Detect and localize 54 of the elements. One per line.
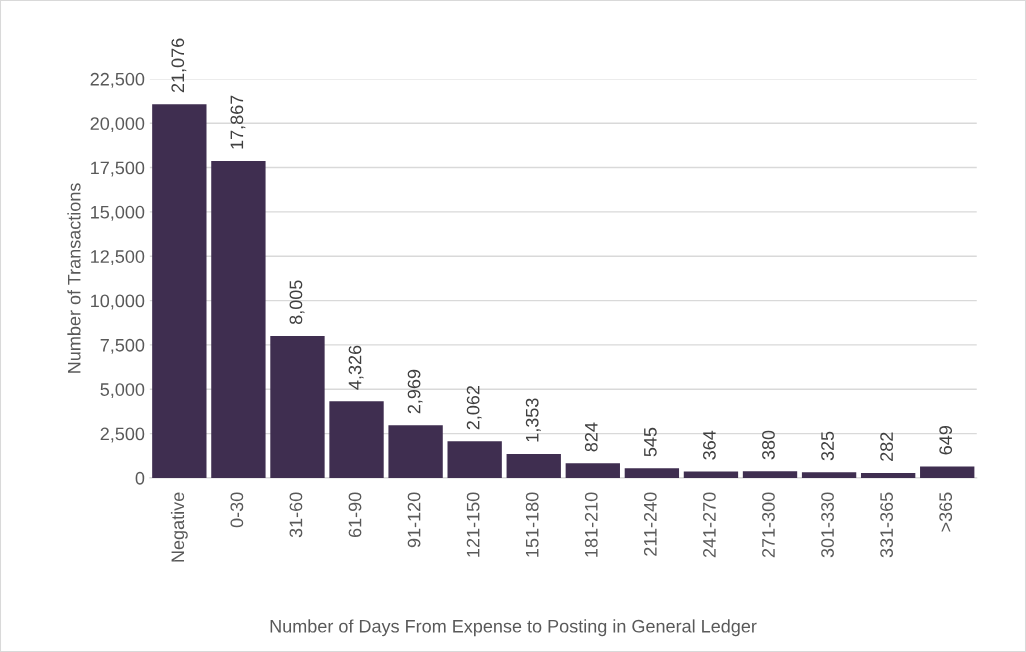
bar — [683, 471, 739, 478]
y-axis-title: Number of Transactions — [67, 183, 81, 373]
x-tick-label: 151-180 — [525, 492, 539, 557]
bar — [270, 335, 325, 478]
x-tick-label: 271-300 — [762, 492, 775, 558]
x-tick-label: 61-90 — [348, 492, 362, 538]
y-tick-label: 10,000 — [91, 294, 145, 310]
bar — [506, 453, 561, 478]
data-label: 2,062 — [466, 385, 482, 430]
bar — [565, 463, 620, 478]
x-axis-title: Number of Days From Expense to Posting in General Ledger — [270, 619, 757, 637]
x-tick-label: 91-120 — [407, 492, 421, 548]
y-tick-label: 22,500 — [90, 72, 145, 88]
data-label: 380 — [762, 430, 775, 460]
x-tick-label: 211-240 — [643, 492, 657, 556]
data-label: 325 — [821, 431, 834, 461]
y-tick-label: 0 — [135, 471, 145, 485]
data-label: 649 — [939, 426, 953, 455]
bar — [388, 425, 443, 478]
data-label: 364 — [703, 430, 716, 460]
data-label: 17,867 — [230, 95, 246, 149]
x-tick-label: >365 — [939, 492, 953, 532]
data-label: 824 — [584, 422, 598, 452]
bar — [211, 161, 266, 478]
data-label: 4,326 — [348, 345, 364, 390]
x-tick-label: 31-60 — [289, 492, 303, 538]
bar — [920, 466, 975, 478]
x-tick-label: 331-365 — [880, 492, 893, 558]
bar — [329, 401, 384, 478]
x-tick-label: 0-30 — [230, 492, 244, 528]
x-tick-label: 121-150 — [466, 492, 480, 557]
bar — [447, 441, 502, 478]
data-label: 2,969 — [407, 369, 423, 414]
x-tick-label: 181-210 — [584, 492, 598, 557]
bar — [152, 104, 207, 478]
data-label: 21,076 — [171, 38, 187, 93]
y-tick-label: 2,500 — [100, 427, 145, 443]
bar — [801, 472, 857, 478]
bar — [860, 472, 916, 478]
y-tick-label: 7,500 — [100, 338, 145, 354]
data-label: 8,005 — [289, 280, 305, 325]
data-label: 545 — [644, 427, 657, 457]
y-tick-label: 12,500 — [91, 250, 145, 266]
bar — [742, 471, 798, 478]
y-tick-label: 5,000 — [100, 383, 145, 399]
x-tick-label: 301-330 — [821, 492, 834, 558]
x-tick-label: Negative — [170, 492, 188, 562]
y-tick-label: 17,500 — [91, 161, 145, 177]
bar — [624, 468, 680, 478]
y-tick-label: 20,000 — [90, 117, 145, 133]
x-tick-label: 241-270 — [703, 492, 716, 558]
y-tick-label: 15,000 — [91, 205, 145, 221]
data-label: 282 — [880, 432, 893, 461]
data-label: 1,353 — [525, 398, 541, 442]
